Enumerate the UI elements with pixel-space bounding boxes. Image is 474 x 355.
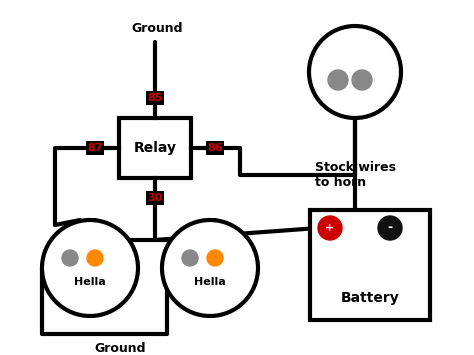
Bar (310, 210, 430, 320)
Circle shape (352, 70, 372, 90)
Text: +: + (325, 223, 335, 233)
Circle shape (378, 216, 402, 240)
Circle shape (328, 70, 348, 90)
Text: 87: 87 (87, 143, 103, 153)
Circle shape (87, 250, 103, 266)
Circle shape (62, 250, 78, 266)
Text: Battery: Battery (341, 291, 400, 305)
Text: Stock wires
to horn: Stock wires to horn (315, 161, 396, 189)
Text: Ground: Ground (131, 22, 183, 34)
Text: 86: 86 (207, 143, 223, 153)
Text: 85: 85 (147, 93, 163, 103)
Text: -: - (387, 222, 392, 235)
Text: Hella: Hella (74, 277, 106, 287)
Circle shape (42, 220, 138, 316)
Bar (119, 118, 191, 178)
Text: Ground: Ground (94, 342, 146, 355)
Circle shape (318, 216, 342, 240)
Text: Relay: Relay (134, 141, 176, 155)
Circle shape (182, 250, 198, 266)
Circle shape (162, 220, 258, 316)
Circle shape (309, 26, 401, 118)
Circle shape (207, 250, 223, 266)
Text: Hella: Hella (194, 277, 226, 287)
Text: 30: 30 (147, 193, 163, 203)
